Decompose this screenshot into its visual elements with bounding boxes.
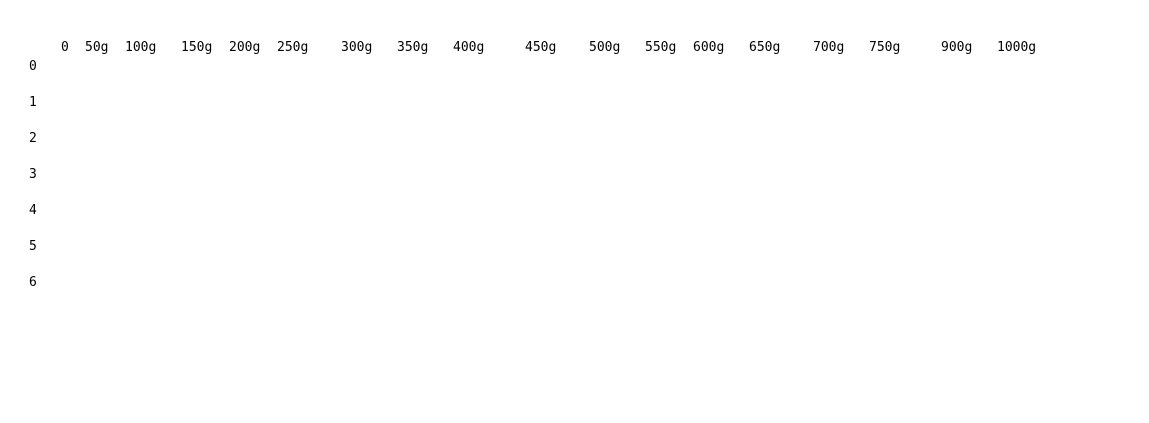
row-header: 3	[29, 167, 37, 182]
row-header: 5	[29, 239, 37, 254]
column-header: 400g	[453, 40, 485, 55]
column-header: 200g	[229, 40, 261, 55]
row-header: 6	[29, 275, 37, 290]
column-header: 650g	[749, 40, 781, 55]
column-header: 350g	[397, 40, 429, 55]
column-header: 0	[61, 40, 69, 55]
column-header: 500g	[589, 40, 621, 55]
column-header: 250g	[277, 40, 309, 55]
column-header: 100g	[125, 40, 157, 55]
column-header: 450g	[525, 40, 557, 55]
column-header: 1000g	[997, 40, 1037, 55]
column-header: 50g	[85, 40, 109, 55]
row-header: 2	[29, 131, 37, 146]
column-header: 600g	[693, 40, 725, 55]
column-header: 550g	[645, 40, 677, 55]
row-header: 4	[29, 203, 37, 218]
column-header: 750g	[869, 40, 901, 55]
column-header: 150g	[181, 40, 213, 55]
column-header: 900g	[941, 40, 973, 55]
column-header: 300g	[341, 40, 373, 55]
column-header: 700g	[813, 40, 845, 55]
row-header: 0	[29, 59, 37, 74]
row-header: 1	[29, 95, 37, 110]
